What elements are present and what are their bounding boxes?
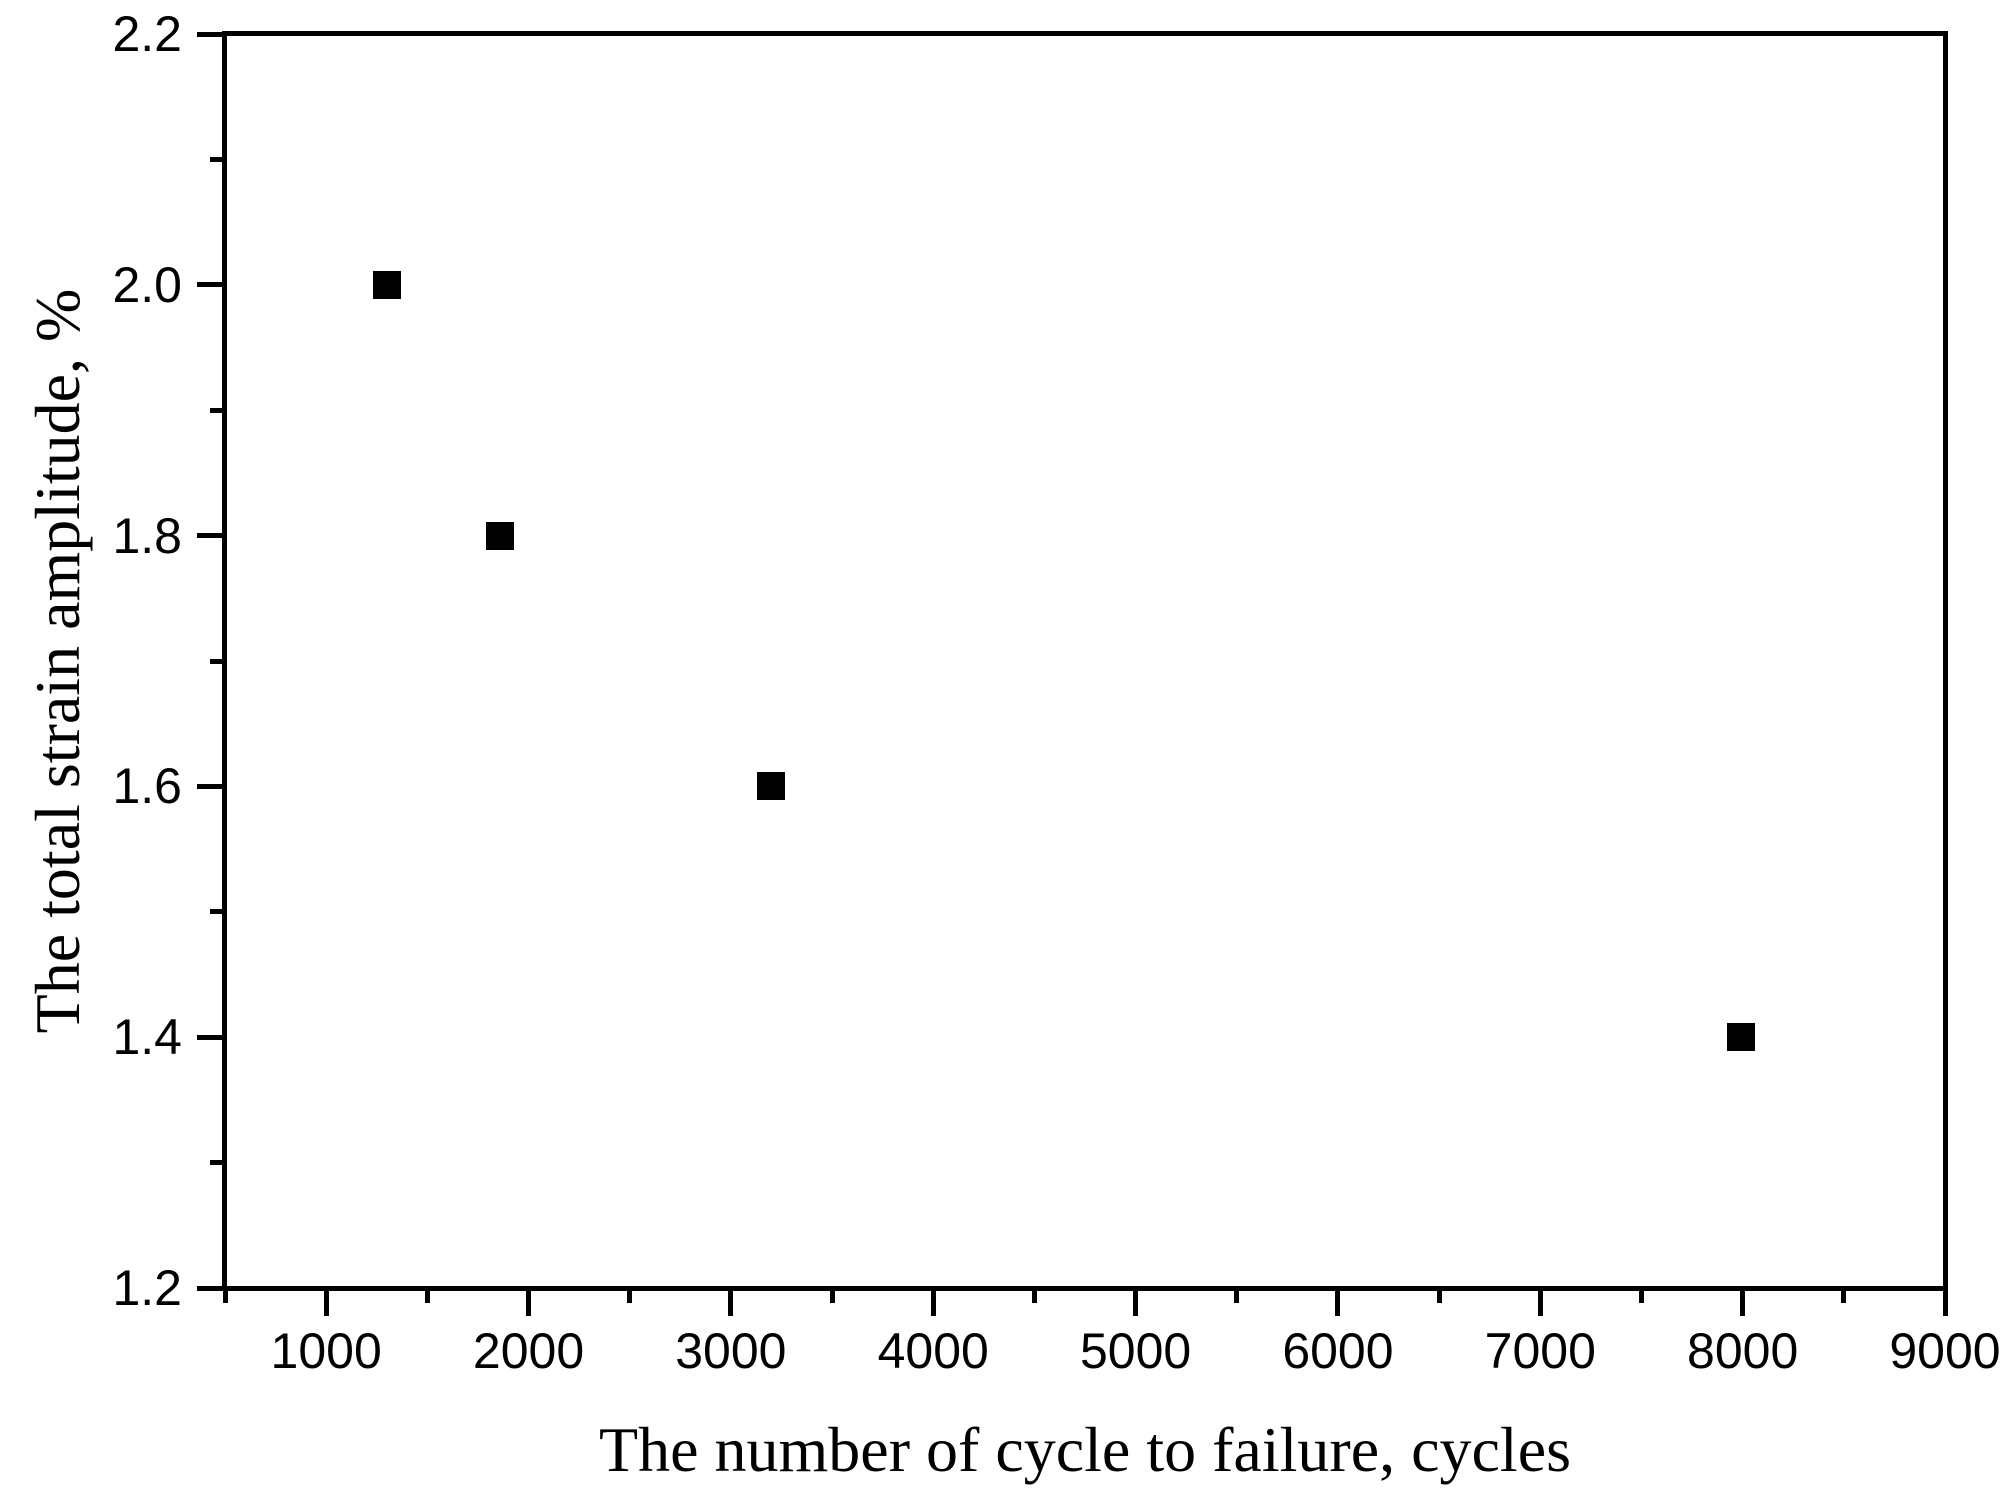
plot-frame [222, 31, 1948, 1291]
data-point-marker [372, 270, 401, 299]
x-major-tick [1335, 1288, 1341, 1316]
y-major-tick [197, 783, 225, 789]
x-minor-tick [1031, 1288, 1037, 1303]
x-minor-tick [829, 1288, 835, 1303]
y-tick-label: 1.6 [112, 758, 182, 815]
y-minor-tick [210, 658, 225, 664]
x-tick-label: 7000 [1484, 1323, 1596, 1379]
x-major-tick [930, 1288, 936, 1316]
x-major-tick [1942, 1288, 1948, 1316]
y-major-tick [197, 282, 225, 288]
x-major-tick [1740, 1288, 1746, 1316]
data-point-marker [757, 772, 786, 801]
x-minor-tick [1234, 1288, 1240, 1303]
y-major-tick [197, 1034, 225, 1040]
x-minor-tick [1436, 1288, 1442, 1303]
x-tick-label: 6000 [1282, 1323, 1394, 1379]
y-major-tick [197, 31, 225, 37]
x-minor-tick [1841, 1288, 1847, 1303]
x-tick-label: 9000 [1889, 1323, 2001, 1379]
y-minor-tick [210, 909, 225, 915]
y-tick-label: 2.2 [112, 6, 182, 62]
x-minor-tick [424, 1288, 430, 1303]
y-tick-label: 1.8 [112, 507, 182, 564]
x-major-tick [1537, 1288, 1543, 1316]
data-point-marker [1726, 1023, 1755, 1052]
x-axis-title: The number of cycle to failure, cycles [599, 1414, 1571, 1485]
x-major-tick [1133, 1288, 1139, 1316]
x-tick-label: 4000 [877, 1323, 989, 1379]
y-minor-tick [210, 407, 225, 413]
y-major-tick [197, 533, 225, 539]
y-tick-label: 2.0 [112, 256, 182, 313]
y-major-tick [197, 1285, 225, 1291]
x-tick-label: 3000 [675, 1323, 787, 1379]
y-tick-label: 1.2 [112, 1260, 182, 1316]
x-major-tick [323, 1288, 329, 1316]
y-axis-title: The total strain amplitude, % [22, 288, 93, 1034]
y-minor-tick [210, 1160, 225, 1166]
y-minor-tick [210, 156, 225, 162]
x-major-tick [526, 1288, 532, 1316]
x-tick-label: 2000 [472, 1323, 585, 1379]
x-minor-tick [627, 1288, 633, 1303]
x-tick-label: 1000 [270, 1323, 382, 1379]
y-tick-label: 1.4 [112, 1009, 182, 1066]
x-tick-label: 8000 [1687, 1323, 1799, 1379]
x-major-tick [728, 1288, 734, 1316]
x-tick-label: 5000 [1079, 1323, 1192, 1379]
data-point-marker [486, 521, 515, 550]
x-minor-tick [1638, 1288, 1644, 1303]
x-minor-tick [222, 1288, 228, 1303]
